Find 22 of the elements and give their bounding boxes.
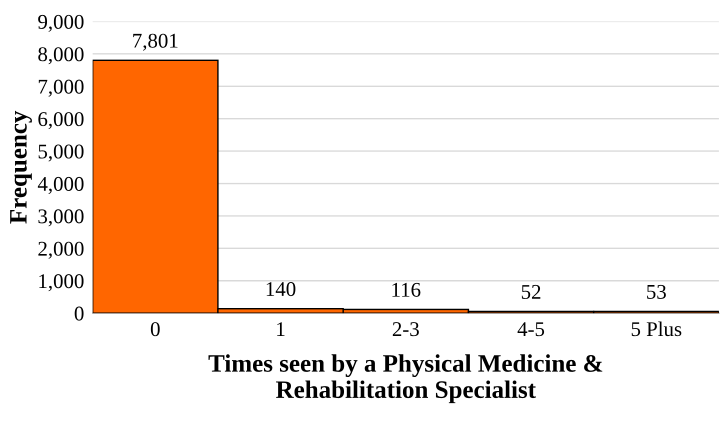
x-axis-title: Times seen by a Physical Medicine & Rehabilitation Specialist bbox=[208, 354, 602, 404]
x-tick-label: 0 bbox=[150, 322, 160, 336]
y-tick-label: 8,000 bbox=[38, 47, 84, 64]
x-tick-label: 2-3 bbox=[392, 322, 419, 336]
y-tick-label: 1,000 bbox=[39, 274, 84, 292]
x-tick-label: 4-5 bbox=[518, 322, 544, 336]
x-tick-label: 5 Plus bbox=[632, 322, 682, 336]
data-label: 53 bbox=[647, 284, 666, 299]
y-tick-label: 6,000 bbox=[38, 112, 84, 130]
y-tick-label: 7,000 bbox=[38, 80, 84, 97]
y-tick-label: 9,000 bbox=[38, 14, 84, 32]
data-label: 140 bbox=[266, 282, 296, 296]
y-tick-label: 5,000 bbox=[38, 144, 84, 162]
data-label: 52 bbox=[522, 284, 540, 299]
y-tick-label: 0 bbox=[74, 306, 84, 321]
y-tick-label: 3,000 bbox=[38, 209, 84, 226]
y-tick-label: 2,000 bbox=[38, 242, 84, 259]
data-label: 116 bbox=[392, 282, 420, 297]
y-axis-title: Frequency bbox=[10, 110, 32, 224]
data-label: 7,801 bbox=[133, 34, 178, 51]
y-tick-label: 4,000 bbox=[38, 176, 84, 194]
x-tick-label: 1 bbox=[277, 322, 285, 336]
